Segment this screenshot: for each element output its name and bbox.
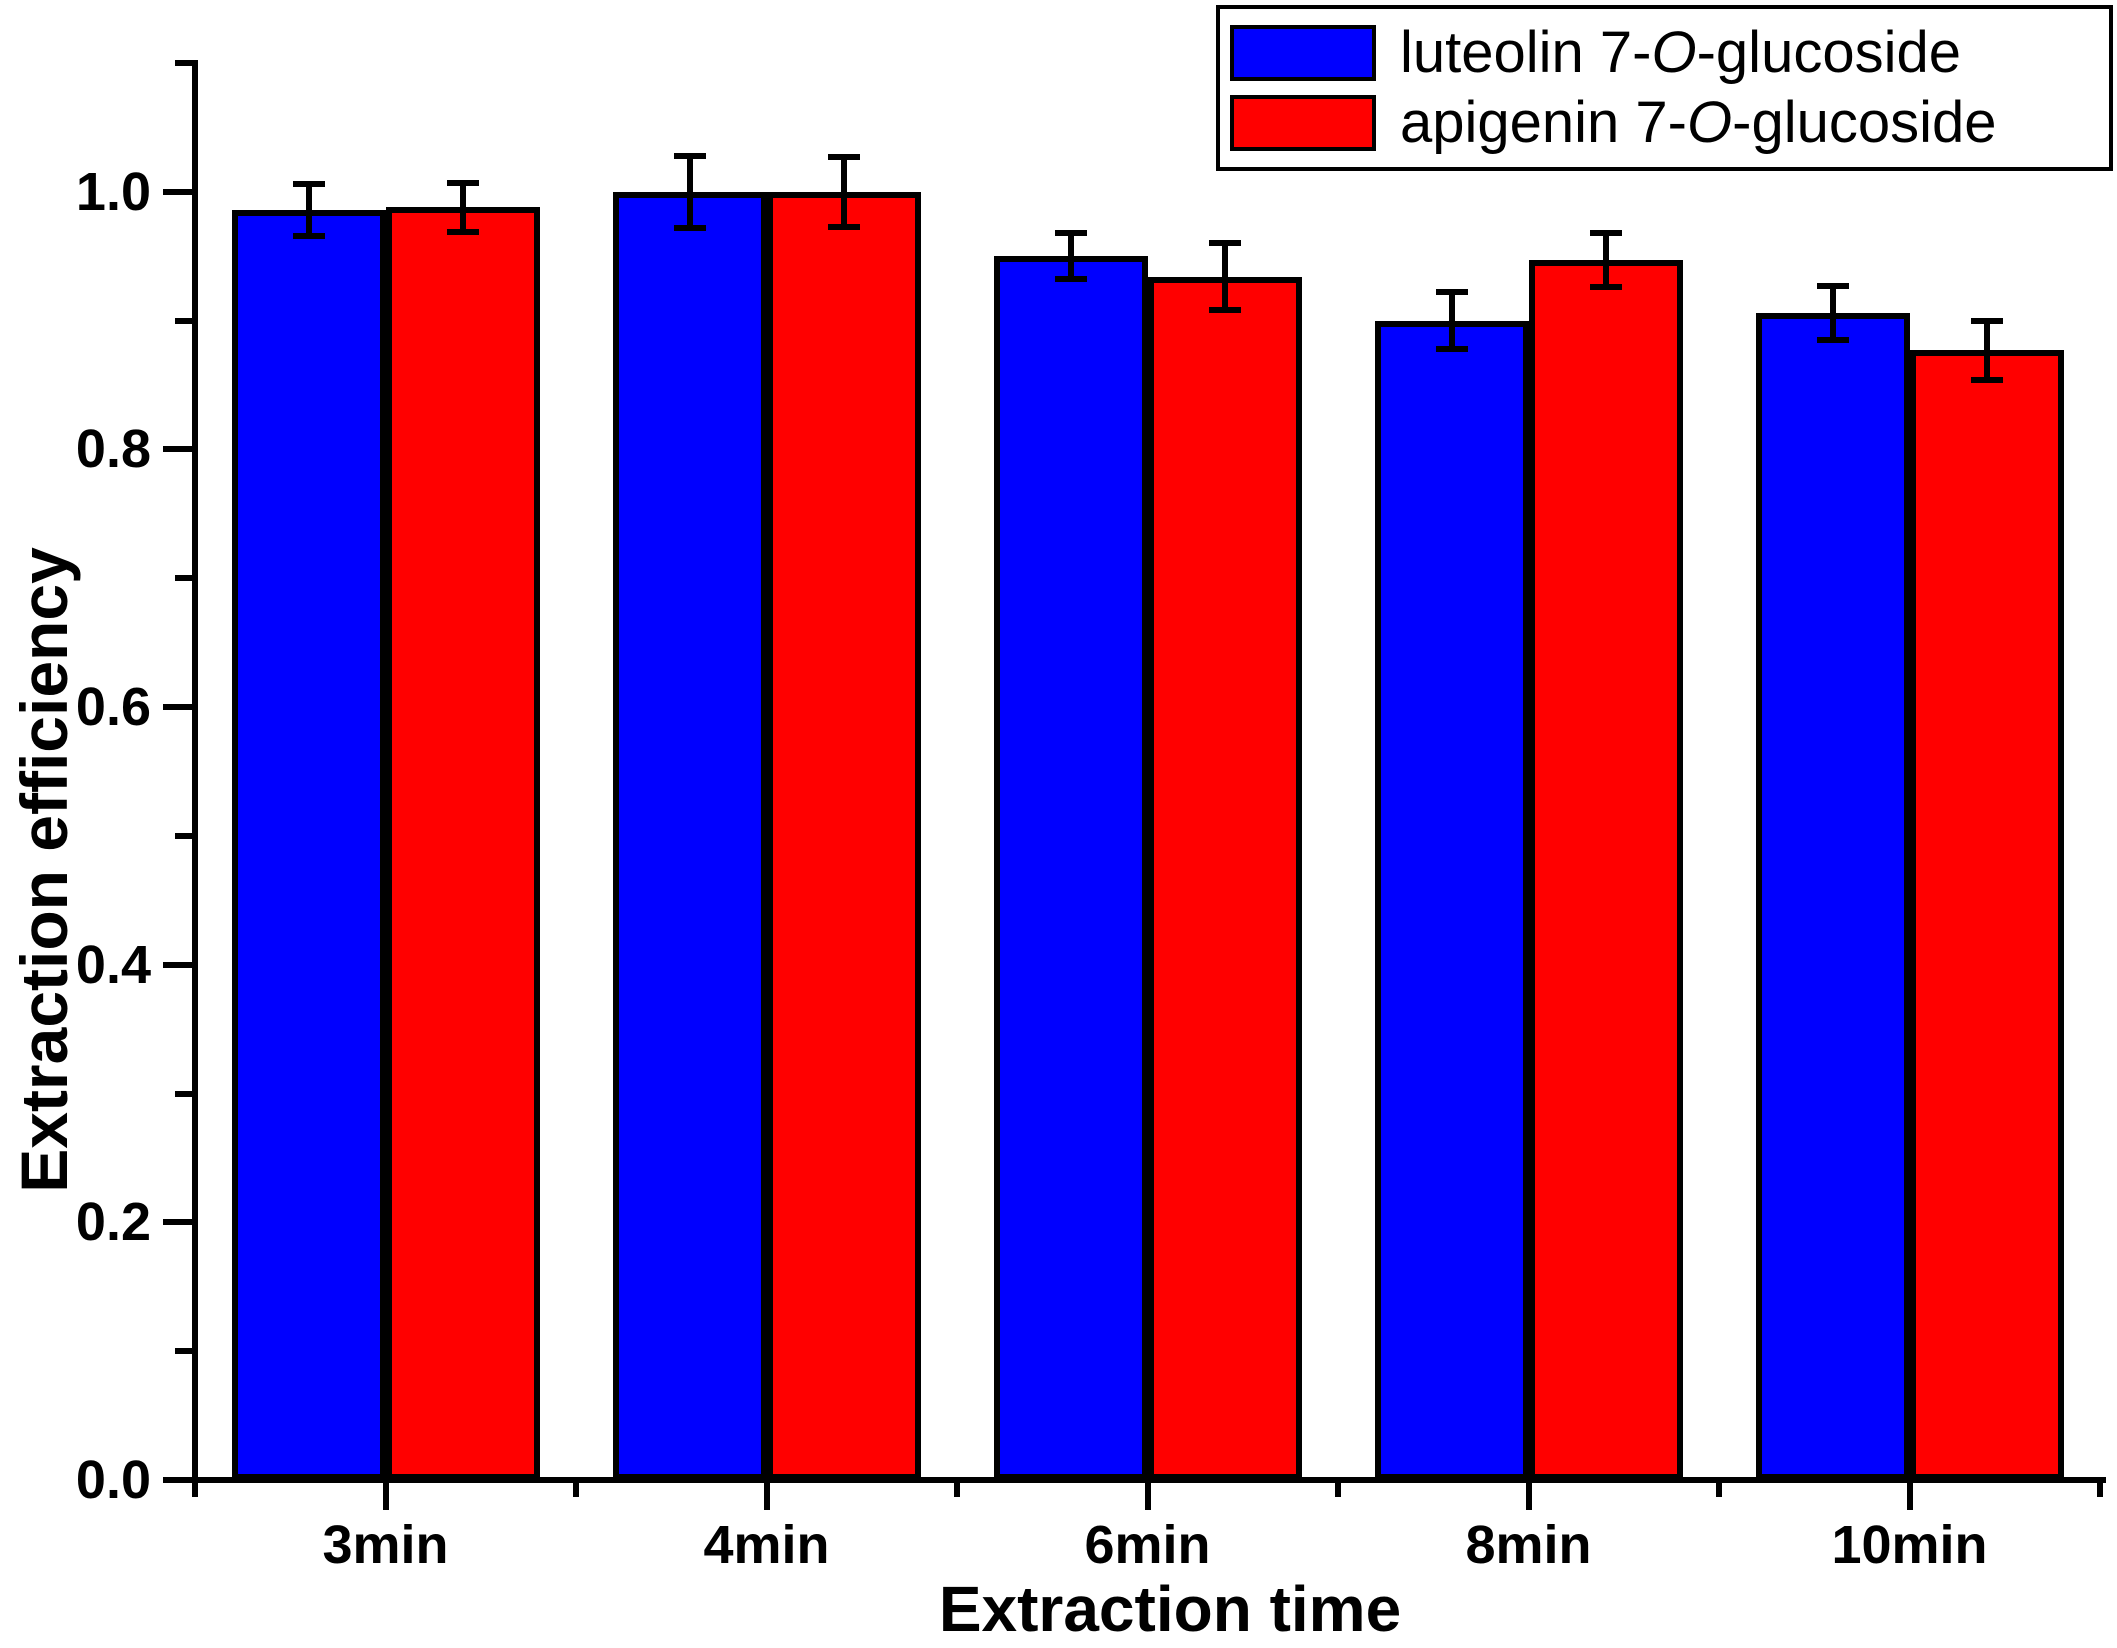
bar-luteolin-4min [612, 191, 767, 1480]
error-bar-line [1602, 233, 1609, 288]
y-tick-label: 0.0 [75, 1450, 151, 1510]
legend-label: luteolin 7-O-glucoside [1400, 20, 1961, 85]
bar-apigenin-3min [385, 207, 540, 1480]
error-bar-cap-top [1208, 240, 1241, 247]
error-bar-cap-bottom [446, 228, 479, 235]
x-minor-tick [1335, 1480, 1341, 1497]
y-major-tick [163, 704, 195, 711]
x-tick-label: 8min [1465, 1515, 1592, 1575]
x-minor-tick [192, 1480, 198, 1497]
bar-apigenin-6min [1147, 276, 1302, 1480]
error-bar-line [1448, 292, 1455, 349]
y-minor-tick [175, 317, 195, 324]
x-major-tick [763, 1480, 770, 1510]
error-bar-cap-bottom [673, 224, 706, 231]
y-tick-label: 1.0 [75, 161, 151, 222]
y-minor-tick [175, 1348, 195, 1355]
error-bar-line [1067, 233, 1074, 280]
y-major-tick [163, 1219, 195, 1226]
bar-apigenin-10min [1909, 350, 2064, 1480]
error-bar-cap-top [673, 152, 706, 159]
bar-luteolin-3min [231, 209, 386, 1480]
x-major-tick [1144, 1480, 1151, 1510]
x-tick-label: 4min [703, 1515, 830, 1575]
y-minor-tick [175, 60, 195, 66]
y-axis-line [192, 60, 198, 1483]
y-major-tick [163, 188, 195, 195]
y-tick-label: 0.8 [75, 419, 151, 480]
error-bar-cap-bottom [827, 223, 860, 230]
error-bar-line [459, 182, 466, 232]
bar-luteolin-8min [1374, 320, 1529, 1480]
legend-row: luteolin 7-O-glucoside [1230, 23, 2099, 83]
error-bar-line [686, 155, 693, 228]
error-bar-cap-top [1435, 289, 1468, 296]
error-bar-cap-top [1970, 317, 2003, 324]
legend-swatch [1230, 95, 1376, 151]
y-minor-tick [175, 832, 195, 839]
y-tick-label: 0.4 [75, 934, 151, 995]
error-bar-cap-bottom [1589, 284, 1622, 291]
x-minor-tick [954, 1480, 960, 1497]
error-bar-cap-top [827, 154, 860, 161]
bar-luteolin-6min [993, 256, 1148, 1480]
error-bar-cap-top [1589, 230, 1622, 237]
error-bar-line [840, 157, 847, 227]
bar-luteolin-10min [1755, 312, 1910, 1480]
x-major-tick [1525, 1480, 1532, 1510]
x-tick-label: 3min [322, 1515, 449, 1575]
x-minor-tick [1716, 1480, 1722, 1497]
error-bar-line [1221, 243, 1228, 311]
error-bar-line [1983, 320, 1990, 380]
y-minor-tick [175, 1090, 195, 1097]
y-major-tick [163, 961, 195, 968]
error-bar-cap-bottom [1208, 307, 1241, 314]
error-bar-cap-top [1816, 282, 1849, 289]
legend-label: apigenin 7-O-glucoside [1400, 90, 1997, 155]
error-bar-cap-bottom [292, 232, 325, 239]
error-bar-cap-top [292, 181, 325, 188]
y-axis-title: Extraction efficiency [7, 547, 81, 1193]
error-bar-cap-top [446, 179, 479, 186]
error-bar-cap-bottom [1970, 376, 2003, 383]
x-major-tick [382, 1480, 389, 1510]
error-bar-line [1829, 285, 1836, 340]
x-minor-tick [2097, 1480, 2103, 1497]
bar-apigenin-8min [1528, 260, 1683, 1480]
error-bar-cap-top [1054, 230, 1087, 237]
x-tick-label: 10min [1831, 1515, 1988, 1575]
y-minor-tick [175, 575, 195, 582]
legend: luteolin 7-O-glucoside apigenin 7-O-gluco… [1216, 5, 2113, 171]
y-tick-label: 0.2 [75, 1192, 151, 1253]
error-bar-cap-bottom [1816, 336, 1849, 343]
error-bar-cap-bottom [1435, 345, 1468, 352]
y-tick-label: 0.6 [75, 677, 151, 738]
x-axis-title: Extraction time [938, 1573, 1402, 1645]
legend-swatch [1230, 25, 1376, 81]
error-bar-line [305, 184, 312, 236]
y-major-tick [163, 1477, 195, 1483]
bar-apigenin-4min [766, 191, 921, 1480]
x-major-tick [1906, 1480, 1913, 1510]
error-bar-cap-bottom [1054, 276, 1087, 283]
y-major-tick [163, 446, 195, 453]
x-tick-label: 6min [1084, 1515, 1211, 1575]
legend-row: apigenin 7-O-glucoside [1230, 93, 2099, 153]
x-minor-tick [573, 1480, 579, 1497]
